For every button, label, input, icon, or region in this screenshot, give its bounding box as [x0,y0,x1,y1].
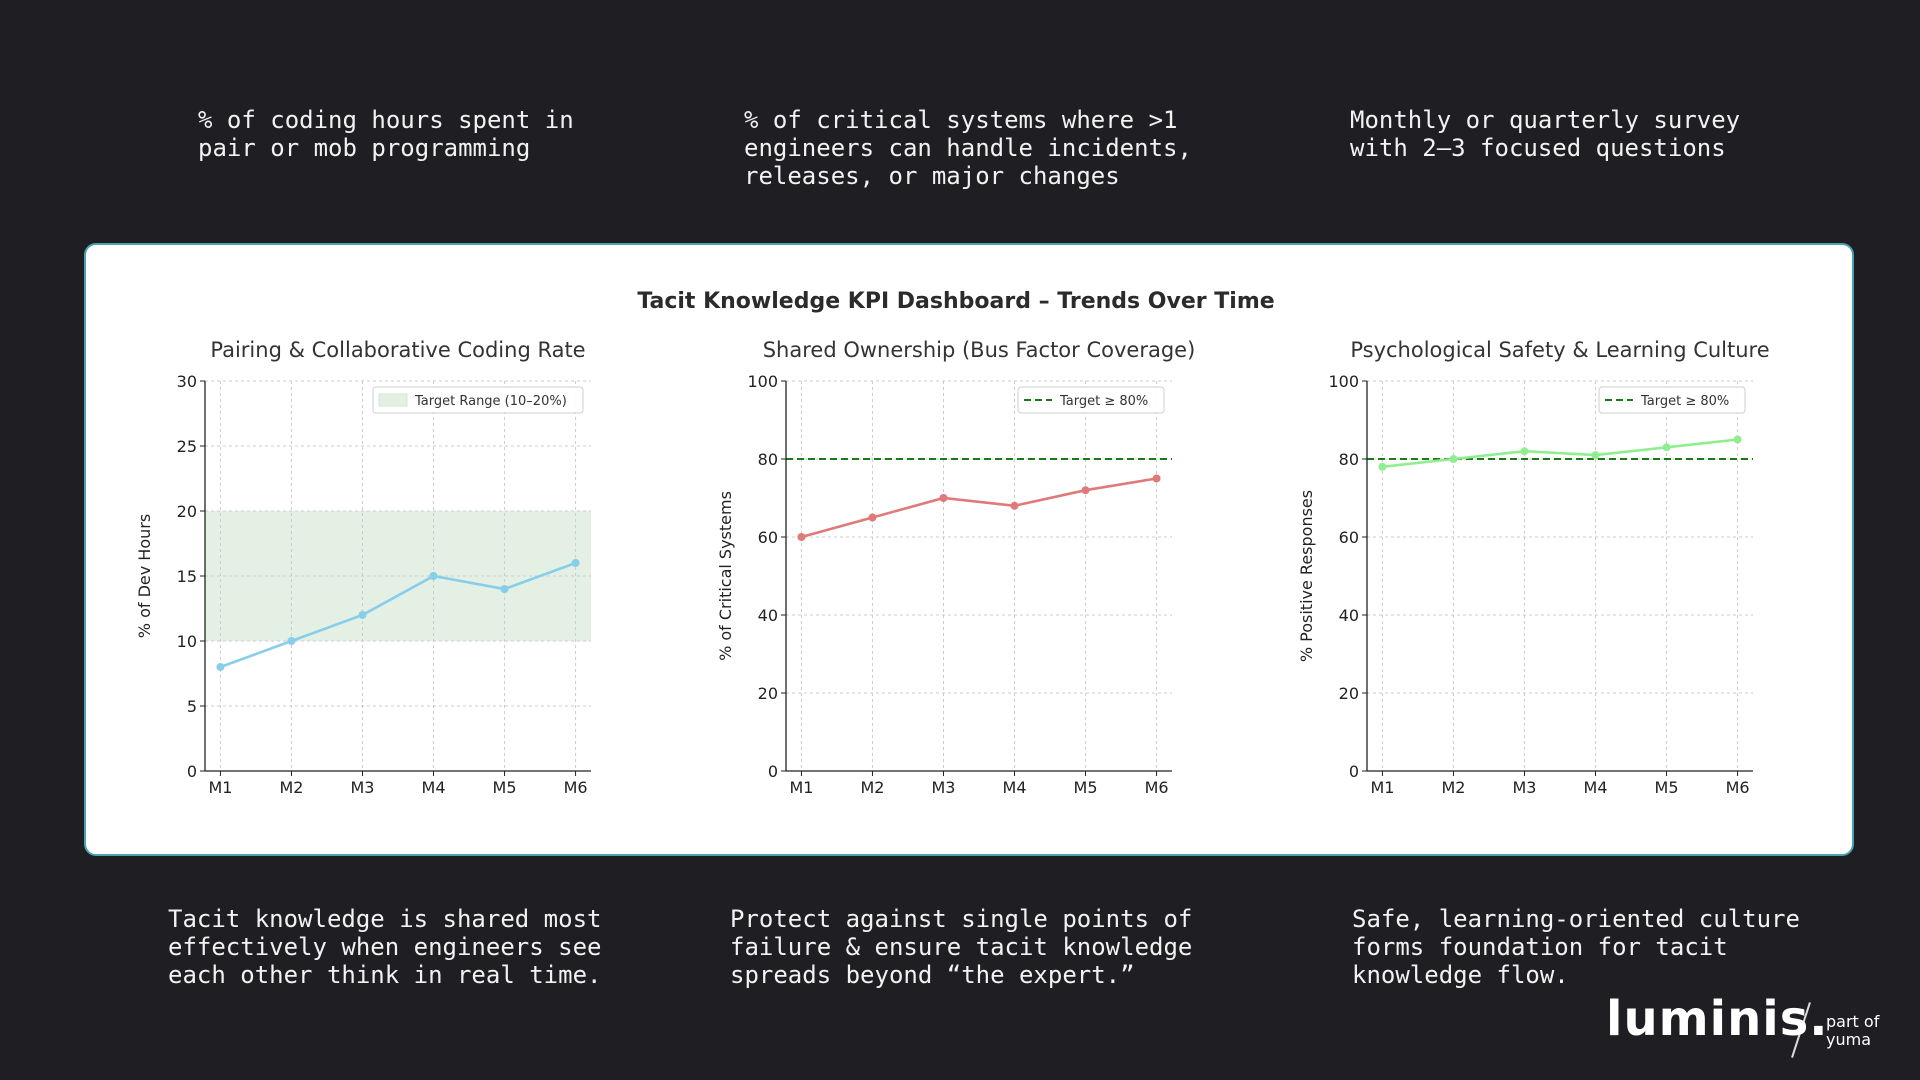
chart-3: Psychological Safety & Learning Culture 0… [1297,338,1770,797]
data-point [500,585,509,593]
y-tick-label: 60 [758,528,778,547]
data-point [1081,486,1090,495]
x-tick-label: M3 [350,778,374,797]
data-point [571,559,580,567]
y-tick-label: 0 [768,762,778,781]
data-point [797,533,806,541]
chart-2: Shared Ownership (Bus Factor Coverage) 0 2… [716,338,1195,797]
data-point [1662,443,1671,452]
y-tick-label: 20 [177,502,197,521]
data-point [1010,501,1019,510]
data-point [287,637,296,645]
y-tick-label: 80 [758,450,778,469]
bottom-caption-safety: Safe, learning-oriented culture forms fo… [1352,905,1800,989]
x-tick-label: M2 [279,778,303,797]
y-tick-label: 20 [758,684,778,703]
y-tick-label: 25 [177,437,197,456]
data-point [1378,462,1387,471]
data-point [1449,455,1458,463]
data-point [1152,474,1161,483]
brand-logo: luminis. part of yuma [1600,991,1890,1065]
data-point [868,513,877,522]
y-tick-label: 100 [1328,372,1359,391]
y-tick-label: 0 [187,762,197,781]
y-tick-label: 30 [177,372,197,391]
dashboard-title: Tacit Knowledge KPI Dashboard – Trends O… [637,289,1274,314]
brand-part-of: part of yuma [1826,1012,1880,1049]
y-tick-label: 60 [1339,528,1359,547]
bottom-caption-ownership: Protect against single points of failure… [730,905,1193,989]
x-tick-label: M6 [1145,778,1169,797]
y-tick-label: 15 [177,567,197,586]
y-tick-label: 5 [187,697,197,716]
brand-wordmark: luminis. [1606,991,1829,1047]
legend-label: Target Range (10–20%) [414,394,567,409]
legend-box [372,386,584,414]
y-tick-label: 0 [1349,762,1359,781]
chart-title: Psychological Safety & Learning Culture [1350,338,1769,362]
x-tick-label: M1 [208,778,232,797]
y-tick-label: 40 [758,606,778,625]
y-tick-label: 20 [1339,684,1359,703]
x-tick-label: M3 [1512,778,1536,797]
chart-title: Pairing & Collaborative Coding Rate [210,338,585,362]
x-tick-label: M3 [931,778,955,797]
y-axis-label: % Positive Responses [1297,490,1316,662]
series-line [801,477,1157,539]
top-caption-safety: Monthly or quarterly survey with 2–3 foc… [1350,106,1741,162]
data-point [1733,435,1742,444]
y-tick-label: 10 [177,632,197,651]
x-tick-label: M4 [1003,778,1027,797]
x-tick-label: M6 [564,778,588,797]
x-tick-label: M2 [860,778,884,797]
legend-label: Target ≥ 80% [1059,394,1148,409]
legend-box [1017,386,1165,414]
legend-box [1598,386,1746,414]
y-tick-label: 80 [1339,450,1359,469]
y-axis-label: % of Dev Hours [135,514,154,638]
dashboard-svg: Tacit Knowledge KPI Dashboard – Trends O… [135,289,1770,797]
x-tick-label: M5 [1074,778,1098,797]
x-tick-label: M4 [422,778,446,797]
y-tick-label: 100 [747,372,778,391]
data-point [1591,451,1600,460]
legend-label: Target ≥ 80% [1640,394,1729,409]
data-point [358,611,367,619]
series-line [1382,438,1738,469]
y-tick-label: 40 [1339,606,1359,625]
top-caption-pairing: % of coding hours spent in pair or mob p… [198,106,574,162]
top-caption-ownership: % of critical systems where >1 engineers… [744,106,1192,190]
legend-swatch [378,393,408,407]
y-axis-label: % of Critical Systems [716,491,735,661]
chart-1: Pairing & Collaborative Coding Rate 0 5 10 1… [135,338,591,797]
x-tick-label: M4 [1584,778,1608,797]
dashboard-card: Tacit Knowledge KPI Dashboard – Trends O… [84,243,1854,856]
x-tick-label: M6 [1726,778,1750,797]
x-tick-label: M1 [1370,778,1394,797]
data-point [429,572,438,580]
data-point [216,663,225,671]
data-point [939,494,948,502]
x-tick-label: M5 [493,778,517,797]
series-line [219,561,577,669]
x-tick-label: M1 [789,778,813,797]
data-point [1520,447,1529,456]
x-tick-label: M5 [1655,778,1679,797]
x-tick-label: M2 [1441,778,1465,797]
bottom-caption-pairing: Tacit knowledge is shared most effective… [168,905,602,989]
chart-title: Shared Ownership (Bus Factor Coverage) [763,338,1196,362]
